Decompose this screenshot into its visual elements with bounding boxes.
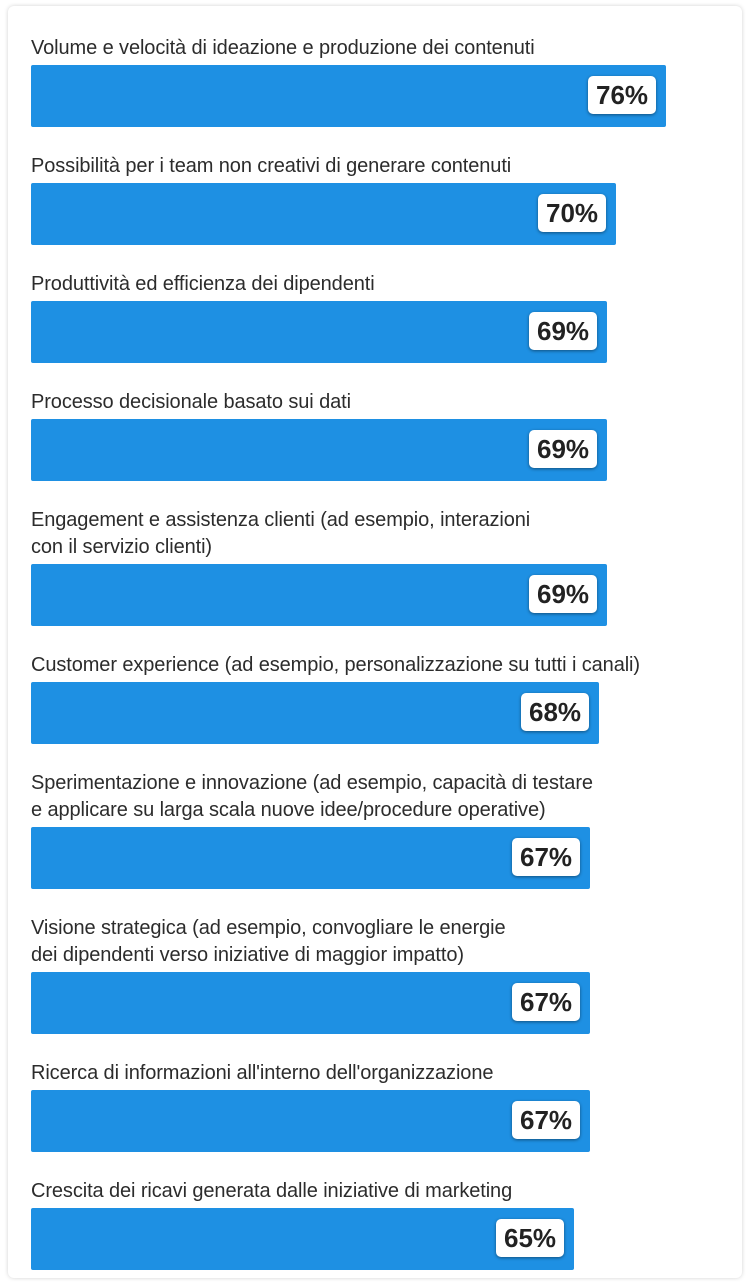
category-label: Crescita dei ricavi generata dalle inizi…: [31, 1173, 711, 1205]
category-label-line: e applicare su larga scala nuove idee/pr…: [31, 799, 546, 821]
bar-row: Customer experience (ad esempio, persona…: [31, 647, 711, 744]
bar-row: Sperimentazione e innovazione (ad esempi…: [31, 765, 711, 889]
bar: 69%: [31, 301, 607, 363]
category-label-line: Crescita dei ricavi generata dalle inizi…: [31, 1180, 513, 1202]
bar-row: Ricerca di informazioni all'interno dell…: [31, 1055, 711, 1152]
bar: 69%: [31, 564, 607, 626]
category-label-line: Processo decisionale basato sui dati: [31, 391, 351, 413]
category-label: Produttività ed efficienza dei dipendent…: [31, 266, 711, 298]
category-label: Customer experience (ad esempio, persona…: [31, 647, 711, 679]
bar-row: Visione strategica (ad esempio, convogli…: [31, 910, 711, 1034]
bar-row: Possibilità per i team non creativi di g…: [31, 148, 711, 245]
bar: 68%: [31, 682, 599, 744]
category-label: Visione strategica (ad esempio, convogli…: [31, 910, 711, 969]
value-label: 68%: [521, 693, 590, 731]
bar-row: Volume e velocità di ideazione e produzi…: [31, 30, 711, 127]
category-label-line: Customer experience (ad esempio, persona…: [31, 654, 640, 676]
bar-row: Engagement e assistenza clienti (ad esem…: [31, 502, 711, 626]
category-label: Volume e velocità di ideazione e produzi…: [31, 30, 711, 62]
bar: 67%: [31, 827, 590, 889]
bar-row: Processo decisionale basato sui dati 69%: [31, 384, 711, 481]
bar: 67%: [31, 1090, 590, 1152]
value-label: 70%: [538, 194, 607, 232]
value-label: 67%: [512, 838, 581, 876]
bar: 70%: [31, 183, 616, 245]
category-label-line: Sperimentazione e innovazione (ad esempi…: [31, 772, 593, 794]
category-label-line: Possibilità per i team non creativi di g…: [31, 155, 512, 177]
category-label-line: con il servizio clienti): [31, 536, 212, 558]
category-label-line: Visione strategica (ad esempio, convogli…: [31, 917, 506, 939]
value-label: 69%: [529, 430, 598, 468]
category-label: Sperimentazione e innovazione (ad esempi…: [31, 765, 711, 824]
value-label: 69%: [529, 575, 598, 613]
category-label-line: Engagement e assistenza clienti (ad esem…: [31, 509, 531, 531]
value-label: 69%: [529, 312, 598, 350]
bar-row: Crescita dei ricavi generata dalle inizi…: [31, 1173, 711, 1270]
category-label: Engagement e assistenza clienti (ad esem…: [31, 502, 711, 561]
category-label-line: Ricerca di informazioni all'interno dell…: [31, 1062, 494, 1084]
category-label-line: Volume e velocità di ideazione e produzi…: [31, 37, 535, 59]
category-label: Processo decisionale basato sui dati: [31, 384, 711, 416]
category-label-line: Produttività ed efficienza dei dipendent…: [31, 273, 375, 295]
value-label: 76%: [588, 76, 657, 114]
category-label: Possibilità per i team non creativi di g…: [31, 148, 711, 180]
category-label: Ricerca di informazioni all'interno dell…: [31, 1055, 711, 1087]
bar: 67%: [31, 972, 590, 1034]
value-label: 67%: [512, 983, 581, 1021]
category-label-line: dei dipendenti verso iniziative di maggi…: [31, 944, 464, 966]
bar-row: Produttività ed efficienza dei dipendent…: [31, 266, 711, 363]
bar: 76%: [31, 65, 666, 127]
value-label: 65%: [496, 1219, 565, 1257]
bar: 69%: [31, 419, 607, 481]
bar: 65%: [31, 1208, 574, 1270]
value-label: 67%: [512, 1101, 581, 1139]
